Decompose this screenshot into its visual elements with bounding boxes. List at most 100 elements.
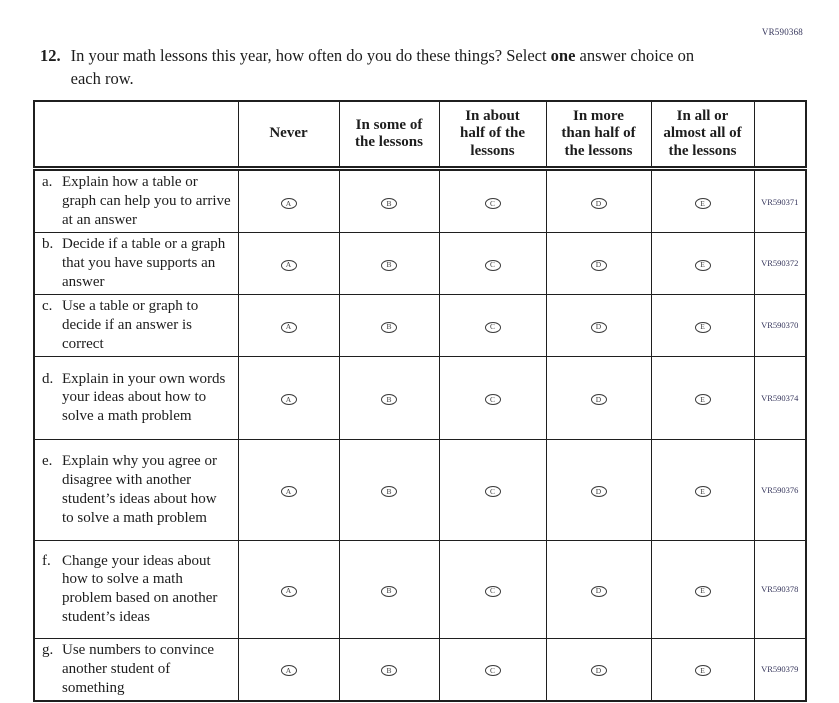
- row-vr-code: VR590376: [753, 438, 807, 541]
- column-header-3: In about half of the lessons: [438, 100, 547, 172]
- row-label-text: Use numbers to convince another student …: [62, 641, 215, 696]
- row-label-cell: e. Explain why you agree or disagree with…: [33, 438, 239, 541]
- row-label-cell: c. Use a table or graph to decide if an a…: [33, 293, 239, 357]
- answer-bubble-a[interactable]: A: [280, 321, 297, 333]
- option-cell-c: C: [438, 231, 547, 295]
- row-letter: a.: [42, 174, 53, 191]
- option-cell-b: B: [338, 637, 440, 702]
- table-row: g. Use numbers to convince another studen…: [33, 637, 807, 702]
- option-cell-d: D: [545, 231, 652, 295]
- option-cell-e: E: [650, 438, 755, 541]
- answer-bubble-b[interactable]: B: [381, 585, 397, 597]
- table-row: c. Use a table or graph to decide if an a…: [33, 293, 807, 357]
- row-label-cell: f. Change your ideas about how to solve a…: [33, 539, 239, 639]
- question-text: In your math lessons this year, how ofte…: [71, 44, 713, 91]
- option-cell-c: C: [438, 637, 547, 702]
- answer-bubble-b[interactable]: B: [381, 321, 397, 333]
- answer-bubble-b[interactable]: B: [381, 665, 397, 677]
- row-label-cell: a. Explain how a table or graph can help …: [33, 168, 239, 233]
- answer-bubble-c[interactable]: C: [484, 321, 501, 333]
- answer-bubble-c[interactable]: C: [484, 259, 501, 271]
- answer-bubble-e[interactable]: E: [694, 486, 711, 498]
- row-label-text: Use a table or graph to decide if an ans…: [62, 298, 199, 352]
- option-cell-c: C: [438, 539, 547, 639]
- option-cell-c: C: [438, 355, 547, 440]
- row-vr-code: VR590372: [753, 231, 807, 295]
- question-number: 12.: [40, 46, 61, 65]
- row-label-text: Change your ideas about how to solve a m…: [62, 552, 218, 626]
- frequency-matrix-table: Never In some of the lessons In about half…: [33, 100, 807, 702]
- column-header-4: In more than half of the lessons: [545, 100, 652, 172]
- row-vr-code: VR590379: [753, 637, 807, 702]
- option-cell-d: D: [545, 438, 652, 541]
- header-empty-label-cell: [33, 100, 239, 172]
- answer-bubble-e[interactable]: E: [694, 665, 711, 677]
- option-cell-c: C: [438, 438, 547, 541]
- option-cell-c: C: [438, 293, 547, 357]
- answer-bubble-a[interactable]: A: [280, 394, 297, 406]
- answer-bubble-c[interactable]: C: [484, 394, 501, 406]
- answer-bubble-e[interactable]: E: [694, 394, 711, 406]
- option-cell-d: D: [545, 355, 652, 440]
- row-vr-code: VR590374: [753, 355, 807, 440]
- table-row: a. Explain how a table or graph can help …: [33, 168, 807, 233]
- answer-bubble-e[interactable]: E: [694, 197, 711, 209]
- answer-bubble-e[interactable]: E: [694, 259, 711, 271]
- question-12: 12. In your math lessons this year, how …: [40, 44, 713, 91]
- header-empty-code-cell: [753, 100, 807, 172]
- option-cell-a: A: [237, 231, 340, 295]
- option-cell-b: B: [338, 539, 440, 639]
- table-body: a. Explain how a table or graph can help …: [33, 168, 807, 702]
- option-cell-b: B: [338, 355, 440, 440]
- option-cell-e: E: [650, 168, 755, 233]
- option-cell-b: B: [338, 168, 440, 233]
- answer-bubble-d[interactable]: D: [590, 394, 607, 406]
- row-letter: b.: [42, 236, 54, 252]
- answer-bubble-a[interactable]: A: [280, 486, 297, 498]
- column-header-1: Never: [237, 100, 340, 172]
- option-cell-d: D: [545, 637, 652, 702]
- answer-bubble-d[interactable]: D: [590, 486, 607, 498]
- option-cell-c: C: [438, 168, 547, 233]
- option-cell-a: A: [237, 539, 340, 639]
- answer-bubble-d[interactable]: D: [590, 197, 607, 209]
- option-cell-a: A: [237, 293, 340, 357]
- option-cell-b: B: [338, 231, 440, 295]
- answer-bubble-a[interactable]: A: [280, 665, 297, 677]
- option-cell-d: D: [545, 168, 652, 233]
- option-cell-a: A: [237, 637, 340, 702]
- answer-bubble-d[interactable]: D: [590, 585, 607, 597]
- answer-bubble-a[interactable]: A: [280, 197, 297, 209]
- answer-bubble-d[interactable]: D: [590, 665, 607, 677]
- row-letter: f.: [42, 552, 51, 569]
- option-cell-b: B: [338, 293, 440, 357]
- answer-bubble-c[interactable]: C: [484, 197, 501, 209]
- row-vr-code: VR590371: [753, 168, 807, 233]
- answer-bubble-d[interactable]: D: [590, 259, 607, 271]
- option-cell-d: D: [545, 539, 652, 639]
- answer-bubble-c[interactable]: C: [484, 665, 501, 677]
- table-header-row: Never In some of the lessons In about half…: [33, 100, 807, 172]
- row-label-text: Explain in your own words your ideas abo…: [62, 370, 226, 425]
- answer-bubble-b[interactable]: B: [381, 486, 397, 498]
- answer-bubble-e[interactable]: E: [694, 321, 711, 333]
- answer-bubble-b[interactable]: B: [381, 197, 397, 209]
- answer-bubble-a[interactable]: A: [280, 585, 297, 597]
- option-cell-a: A: [237, 438, 340, 541]
- option-cell-e: E: [650, 355, 755, 440]
- row-label-cell: b. Decide if a table or a graph that you …: [33, 231, 239, 295]
- answer-bubble-e[interactable]: E: [694, 585, 711, 597]
- answer-bubble-d[interactable]: D: [590, 321, 607, 333]
- answer-bubble-b[interactable]: B: [381, 259, 397, 271]
- row-letter: g.: [42, 641, 54, 658]
- answer-bubble-c[interactable]: C: [484, 585, 501, 597]
- row-label-text: Decide if a table or a graph that you ha…: [62, 236, 226, 290]
- answer-bubble-a[interactable]: A: [280, 259, 297, 271]
- row-label-cell: g. Use numbers to convince another studen…: [33, 637, 239, 702]
- answer-bubble-c[interactable]: C: [484, 486, 501, 498]
- option-cell-b: B: [338, 438, 440, 541]
- answer-bubble-b[interactable]: B: [381, 394, 397, 406]
- question-text-start: In your math lessons this year, how ofte…: [70, 46, 551, 65]
- option-cell-e: E: [650, 293, 755, 357]
